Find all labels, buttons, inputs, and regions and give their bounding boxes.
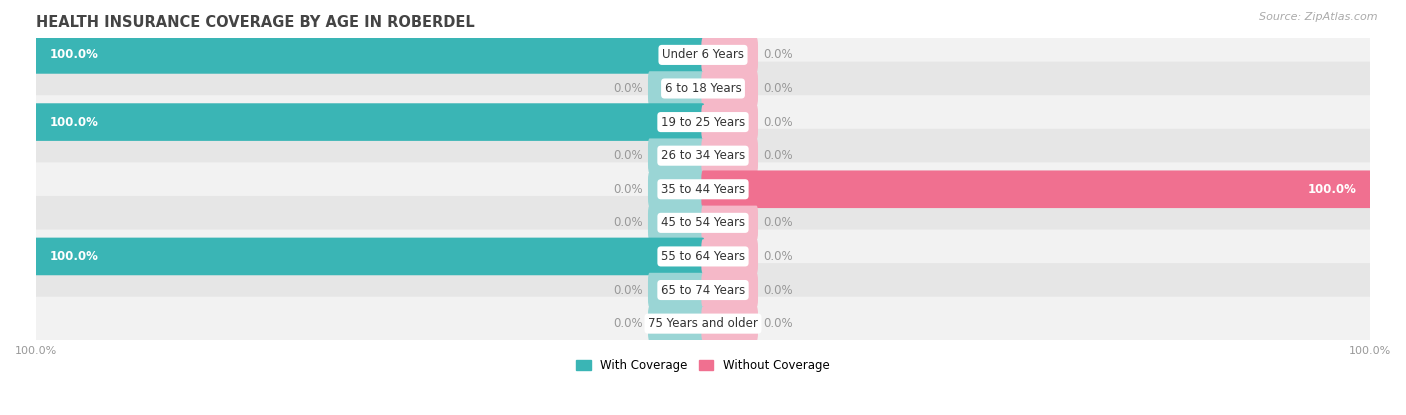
Text: 45 to 54 Years: 45 to 54 Years bbox=[661, 216, 745, 229]
FancyBboxPatch shape bbox=[35, 238, 704, 275]
FancyBboxPatch shape bbox=[34, 196, 1372, 250]
FancyBboxPatch shape bbox=[702, 205, 758, 240]
FancyBboxPatch shape bbox=[702, 239, 758, 273]
Text: 26 to 34 Years: 26 to 34 Years bbox=[661, 149, 745, 162]
Text: 0.0%: 0.0% bbox=[613, 149, 643, 162]
Text: 55 to 64 Years: 55 to 64 Years bbox=[661, 250, 745, 263]
Text: 100.0%: 100.0% bbox=[1308, 183, 1357, 196]
FancyBboxPatch shape bbox=[702, 171, 1371, 208]
Text: 0.0%: 0.0% bbox=[763, 149, 793, 162]
Text: 100.0%: 100.0% bbox=[49, 49, 98, 61]
Text: 75 Years and older: 75 Years and older bbox=[648, 317, 758, 330]
FancyBboxPatch shape bbox=[34, 297, 1372, 351]
FancyBboxPatch shape bbox=[34, 162, 1372, 216]
FancyBboxPatch shape bbox=[34, 95, 1372, 149]
Text: 0.0%: 0.0% bbox=[613, 82, 643, 95]
FancyBboxPatch shape bbox=[34, 28, 1372, 82]
FancyBboxPatch shape bbox=[35, 36, 704, 74]
Text: 0.0%: 0.0% bbox=[763, 283, 793, 297]
Text: 0.0%: 0.0% bbox=[763, 116, 793, 129]
FancyBboxPatch shape bbox=[648, 172, 704, 207]
FancyBboxPatch shape bbox=[35, 103, 704, 141]
Text: 0.0%: 0.0% bbox=[763, 250, 793, 263]
Text: Source: ZipAtlas.com: Source: ZipAtlas.com bbox=[1260, 12, 1378, 22]
FancyBboxPatch shape bbox=[648, 306, 704, 341]
FancyBboxPatch shape bbox=[648, 205, 704, 240]
Text: 0.0%: 0.0% bbox=[613, 183, 643, 196]
Text: 6 to 18 Years: 6 to 18 Years bbox=[665, 82, 741, 95]
FancyBboxPatch shape bbox=[702, 273, 758, 307]
Text: 0.0%: 0.0% bbox=[613, 283, 643, 297]
Text: 65 to 74 Years: 65 to 74 Years bbox=[661, 283, 745, 297]
FancyBboxPatch shape bbox=[34, 229, 1372, 283]
Text: 0.0%: 0.0% bbox=[763, 49, 793, 61]
FancyBboxPatch shape bbox=[702, 38, 758, 72]
FancyBboxPatch shape bbox=[648, 71, 704, 106]
Legend: With Coverage, Without Coverage: With Coverage, Without Coverage bbox=[572, 354, 834, 377]
FancyBboxPatch shape bbox=[702, 105, 758, 139]
FancyBboxPatch shape bbox=[648, 139, 704, 173]
Text: 0.0%: 0.0% bbox=[763, 317, 793, 330]
FancyBboxPatch shape bbox=[34, 61, 1372, 115]
FancyBboxPatch shape bbox=[702, 306, 758, 341]
Text: HEALTH INSURANCE COVERAGE BY AGE IN ROBERDEL: HEALTH INSURANCE COVERAGE BY AGE IN ROBE… bbox=[37, 15, 475, 30]
FancyBboxPatch shape bbox=[702, 139, 758, 173]
Text: Under 6 Years: Under 6 Years bbox=[662, 49, 744, 61]
Text: 0.0%: 0.0% bbox=[613, 216, 643, 229]
Text: 100.0%: 100.0% bbox=[49, 116, 98, 129]
FancyBboxPatch shape bbox=[702, 71, 758, 106]
FancyBboxPatch shape bbox=[648, 273, 704, 307]
Text: 35 to 44 Years: 35 to 44 Years bbox=[661, 183, 745, 196]
Text: 0.0%: 0.0% bbox=[763, 82, 793, 95]
FancyBboxPatch shape bbox=[34, 263, 1372, 317]
FancyBboxPatch shape bbox=[34, 129, 1372, 183]
Text: 19 to 25 Years: 19 to 25 Years bbox=[661, 116, 745, 129]
Text: 100.0%: 100.0% bbox=[49, 250, 98, 263]
Text: 0.0%: 0.0% bbox=[763, 216, 793, 229]
Text: 0.0%: 0.0% bbox=[613, 317, 643, 330]
